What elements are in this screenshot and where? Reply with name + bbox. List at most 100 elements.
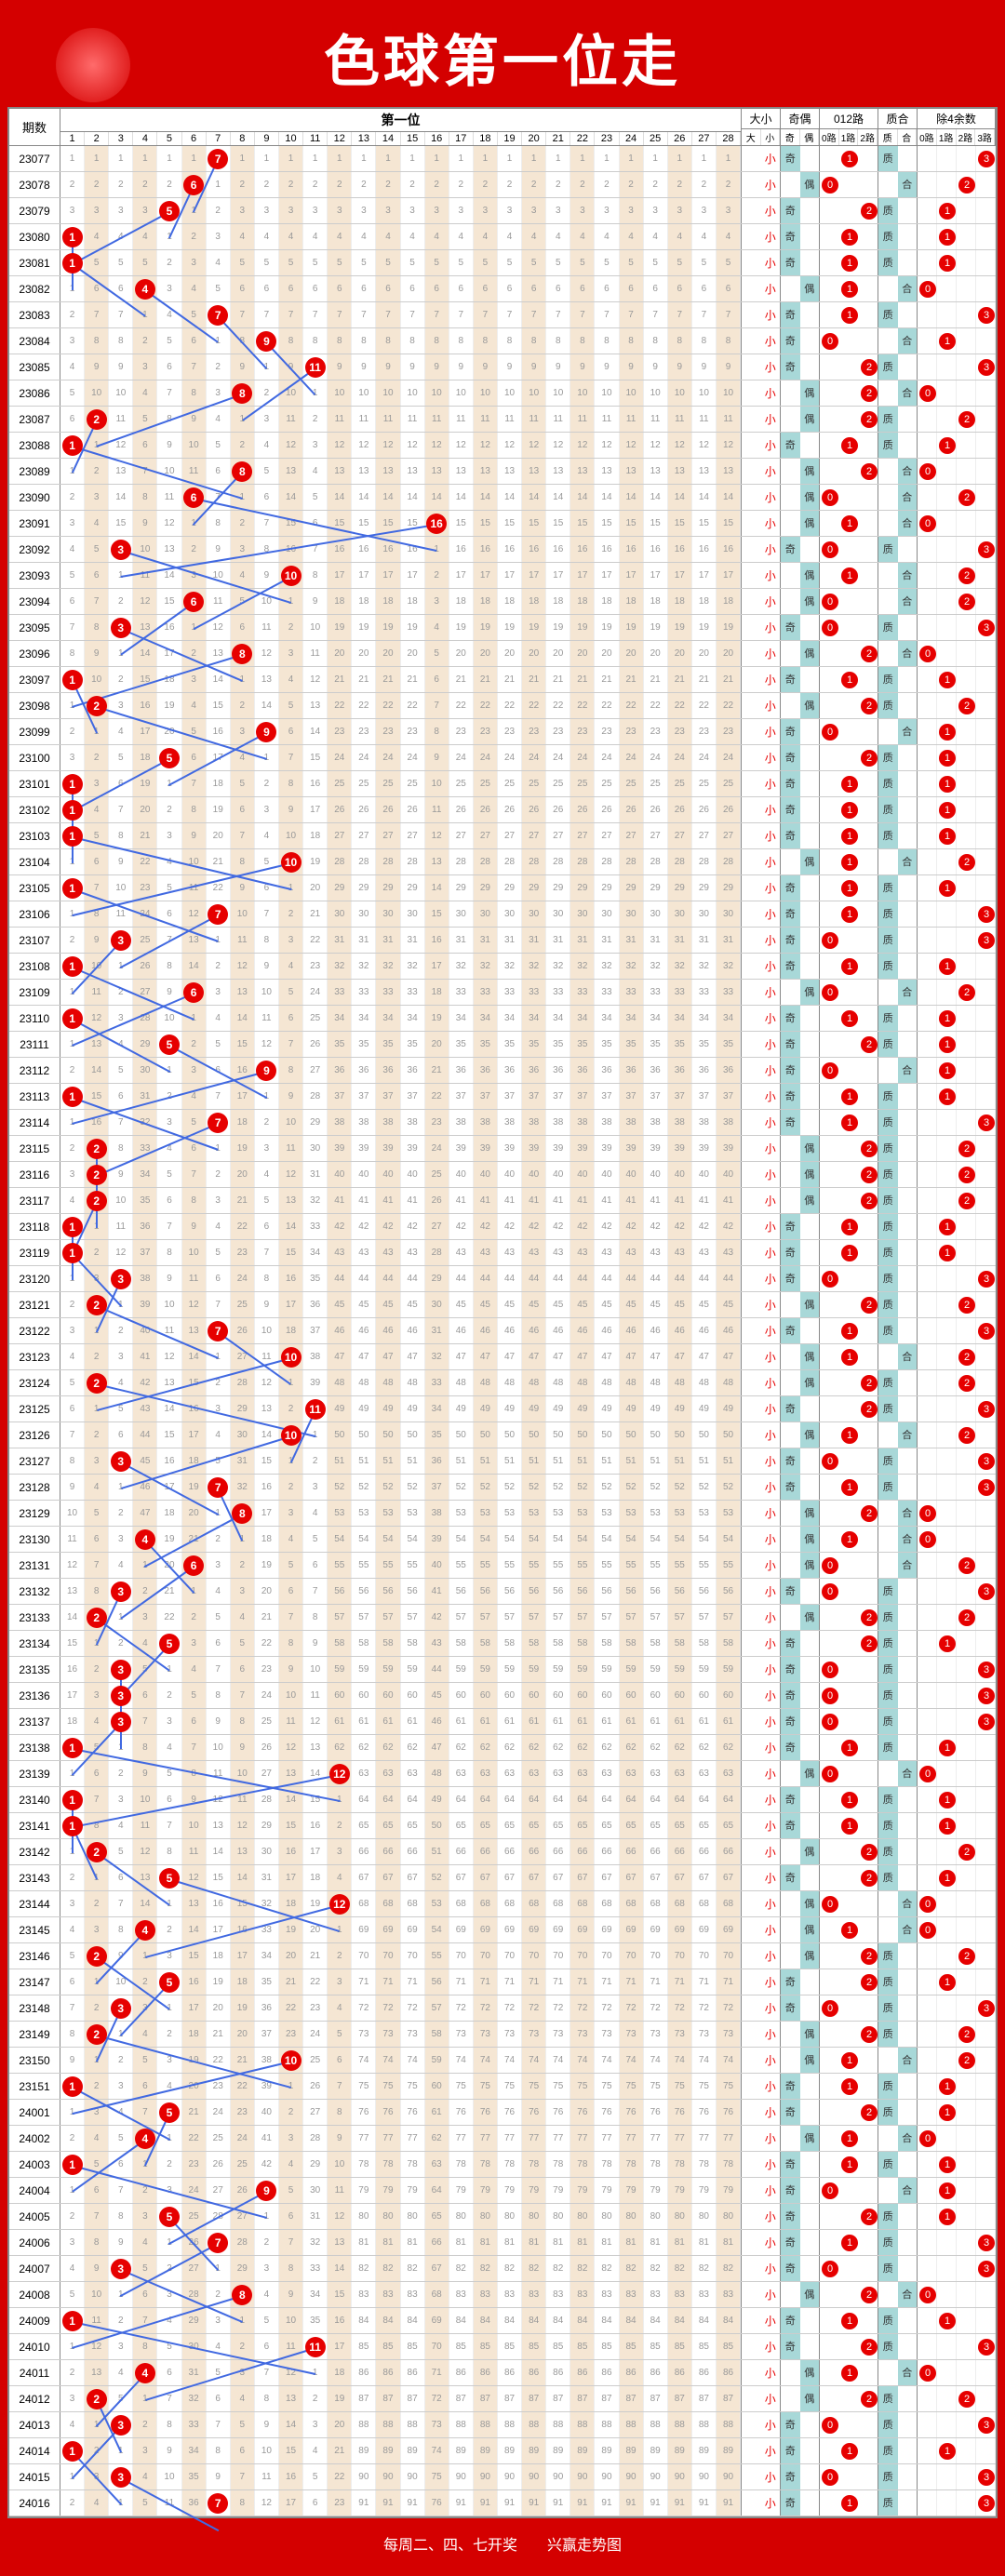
table-row: 2313314213222542178575757574257575757575… <box>9 1605 996 1631</box>
table-row: 2311742103568321513324141414126414141414… <box>9 1188 996 1214</box>
table-row: 2314761102516191835212237171715671717171… <box>9 1969 996 1995</box>
red-ball: 10 <box>281 852 302 873</box>
table-row: 2401624151136781217623919191769191919191… <box>9 2490 996 2516</box>
red-ball: 3 <box>111 540 131 560</box>
table-row: 2400638941267282732138181816681818181818… <box>9 2230 996 2256</box>
table-row: 2400527835252827163112808080658080808080… <box>9 2204 996 2230</box>
table-row: 2308762115894131121111111111111111111111… <box>9 407 996 433</box>
red-ball: 7 <box>208 2493 228 2514</box>
red-ball: 2 <box>87 1295 107 1315</box>
red-ball: 2 <box>87 1842 107 1862</box>
table-row: 2310214720281963917262626261126262626262… <box>9 797 996 823</box>
red-ball: 1 <box>62 1243 83 1263</box>
red-ball: 1 <box>62 670 83 690</box>
table-row: 2312013338911624816354444444429444444444… <box>9 1266 996 1292</box>
table-row: 2314118411710131229151626565655065656565… <box>9 1813 996 1839</box>
red-ball: 8 <box>232 461 252 482</box>
red-ball: 1 <box>62 1816 83 1836</box>
red-ball: 2 <box>87 1165 107 1185</box>
table-row: 2309467212156115101918181818318181818181… <box>9 589 996 615</box>
red-ball: 16 <box>426 514 447 534</box>
header-m4: 除4余数 0路1路2路3路 <box>918 109 996 145</box>
table-row: 230771111117111111111111111111111小奇1质3 <box>9 146 996 172</box>
header-jo: 奇偶 奇偶 <box>781 109 820 145</box>
red-ball: 7 <box>208 1113 228 1133</box>
red-ball: 12 <box>329 1764 350 1784</box>
red-ball: 3 <box>111 1269 131 1289</box>
red-ball: 9 <box>256 722 276 742</box>
table-row: 2310618112461271072213030303015303030303… <box>9 901 996 928</box>
red-ball: 3 <box>111 1686 131 1706</box>
red-ball: 1 <box>62 1087 83 1107</box>
red-ball: 11 <box>305 357 326 378</box>
table-row: 2310416922410218510192828282813282828282… <box>9 849 996 875</box>
red-ball: 7 <box>208 904 228 925</box>
footer-text: 每周二、四、七开奖 兴赢走势图 <box>7 2518 998 2569</box>
red-ball: 5 <box>159 1972 180 1993</box>
table-row: 2314212512811141330161736666665166666666… <box>9 1839 996 1865</box>
table-row: 2401513341035971116522909090759090909090… <box>9 2464 996 2490</box>
red-ball: 2 <box>87 409 107 430</box>
red-ball: 1 <box>62 774 83 794</box>
header-row: 期数 第一位 123456789101112131415161718192021… <box>9 109 996 146</box>
table-row: 2312672644151743014101505050503550505050… <box>9 1422 996 1448</box>
table-row: 2313815184710926121362626262476262626262… <box>9 1735 996 1761</box>
table-row: 2311632934572204123140404040254040404040… <box>9 1162 996 1188</box>
table-row: 2400749352271293833148282826782828282828… <box>9 2256 996 2282</box>
table-row: 2314982142182120372324573737358737373737… <box>9 2022 996 2048</box>
red-ball: 3 <box>111 2415 131 2436</box>
red-ball: 2 <box>87 2389 107 2409</box>
red-ball: 1 <box>62 800 83 821</box>
table-row: 2309921417205163961423232323823232323232… <box>9 719 996 745</box>
red-ball: 5 <box>159 1634 180 1654</box>
table-row: 2308549936729191199999999999999999小奇2质3 <box>9 354 996 380</box>
header-zh: 质合 质合 <box>878 109 918 145</box>
table-row: 2312561543141632913211494949493449494949… <box>9 1396 996 1422</box>
red-ball: 4 <box>135 1529 155 1550</box>
red-ball: 6 <box>183 592 204 612</box>
table-row: 2400416723242726953011797979647979797979… <box>9 2178 996 2204</box>
table-row: 230801444123444444444444444444444小奇1质1 <box>9 224 996 250</box>
table-row: 2311912123781052371534434343432843434343… <box>9 1240 996 1266</box>
table-row: 2314652913151817342021270707055707070707… <box>9 1943 996 1969</box>
table-row: 2310517102351122961202929292914292929292… <box>9 875 996 901</box>
table-row: 2309023148116716145141414141414141414141… <box>9 485 996 511</box>
table-row: 2312894146171973216235252525237525252525… <box>9 1475 996 1501</box>
red-ball: 1 <box>62 956 83 977</box>
red-ball: 6 <box>183 487 204 508</box>
red-ball: 3 <box>111 1660 131 1680</box>
table-row: 2401121344631537121188686867186868686868… <box>9 2360 996 2386</box>
red-ball: 2 <box>87 696 107 716</box>
table-row: 2313617336258724101160606060456060606060… <box>9 1683 996 1709</box>
table-row: 2312910524718201817345353535338535353535… <box>9 1501 996 1527</box>
red-ball: 2 <box>87 2024 107 2045</box>
red-ball: 3 <box>111 1451 131 1472</box>
red-ball: 7 <box>208 305 228 326</box>
red-ball: 1 <box>62 2155 83 2175</box>
red-ball: 4 <box>135 1920 155 1941</box>
red-ball: 5 <box>159 201 180 221</box>
red-ball: 8 <box>232 2285 252 2305</box>
red-ball: 3 <box>111 2259 131 2279</box>
red-ball: 12 <box>329 1894 350 1915</box>
table-row: 2401341328337591432088888873888888888888… <box>9 2412 996 2438</box>
table-row: 2312783345161853115125151515136515151515… <box>9 1448 996 1475</box>
data-rows: 230771111117111111111111111111111小奇1质323… <box>9 146 996 2516</box>
header-dx: 大小 大小 <box>742 109 781 145</box>
red-ball: 11 <box>305 2337 326 2357</box>
red-ball: 8 <box>232 383 252 404</box>
table-row: 2310032518561741715242424249242424242424… <box>9 745 996 771</box>
chart-title: 色球第一位走 <box>7 7 998 107</box>
table-row: 2312342341121412711103847474747324747474… <box>9 1344 996 1370</box>
table-row: 2315112364202322391267757575607575757575… <box>9 2074 996 2100</box>
red-ball: 5 <box>159 1034 180 1055</box>
red-ball: 10 <box>281 1347 302 1368</box>
red-ball: 10 <box>281 566 302 586</box>
red-ball: 6 <box>183 1555 204 1576</box>
table-row: 2309356111143104910817171717217171717171… <box>9 563 996 589</box>
table-row: 230782222261222222222222222222222小偶0合2 <box>9 172 996 198</box>
table-row: 2311411673235718210293838383823383838383… <box>9 1110 996 1136</box>
red-ball: 5 <box>159 2102 180 2123</box>
red-ball: 1 <box>62 1008 83 1029</box>
red-ball: 8 <box>232 1503 252 1524</box>
